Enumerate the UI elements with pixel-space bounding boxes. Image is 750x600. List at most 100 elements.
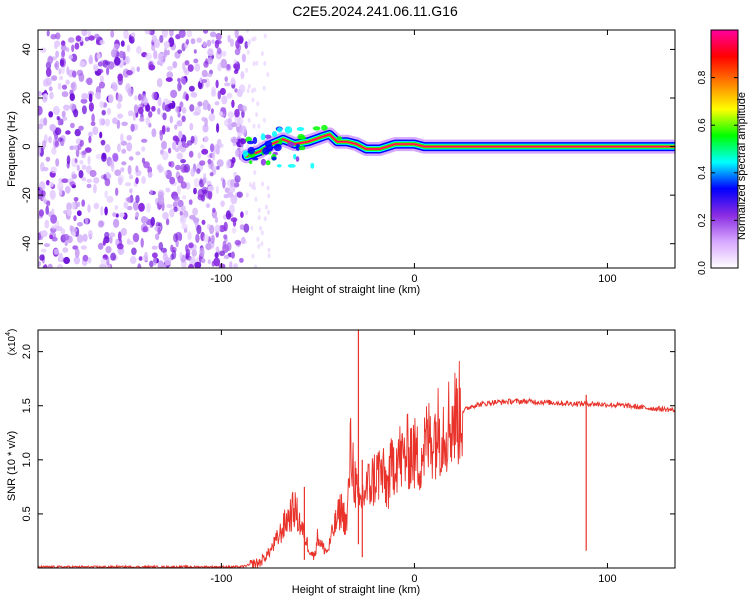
noise-speck bbox=[86, 77, 93, 86]
trace-blob bbox=[321, 124, 328, 131]
noise-speck bbox=[55, 50, 59, 58]
noise-speck bbox=[202, 106, 208, 111]
noise-speck bbox=[192, 111, 200, 116]
spectrogram-panel: -100 0 100 -40 -20 0 20 40 Height of straight … bbox=[6, 29, 676, 296]
noise-speck bbox=[127, 165, 132, 175]
noise-speck bbox=[222, 240, 227, 249]
colorbar: 0.0 0.2 0.4 0.6 0.8 Normalized spectral ampl… bbox=[697, 29, 748, 275]
noise-speck bbox=[233, 63, 239, 69]
noise-speck bbox=[197, 152, 201, 159]
trace-blob bbox=[242, 150, 249, 157]
noise-speck bbox=[230, 251, 235, 259]
noise-speck bbox=[221, 95, 228, 105]
noise-speck bbox=[43, 117, 48, 126]
noise-speck bbox=[246, 144, 250, 150]
noise-speck bbox=[49, 189, 56, 200]
noise-speck bbox=[88, 35, 95, 41]
trace-blob bbox=[296, 127, 305, 131]
noise-speck bbox=[130, 123, 135, 132]
noise-speck bbox=[151, 105, 156, 112]
noise-speck bbox=[230, 217, 238, 223]
noise-speck bbox=[240, 211, 244, 218]
noise-speck bbox=[209, 172, 214, 177]
noise-speck bbox=[101, 118, 106, 126]
noise-speck bbox=[145, 104, 151, 112]
noise-speck bbox=[252, 123, 256, 129]
noise-speck bbox=[170, 244, 174, 253]
noise-speck bbox=[193, 177, 200, 188]
noise-speck bbox=[133, 104, 139, 114]
colorbar-gradient-bar bbox=[711, 30, 738, 268]
noise-speck bbox=[193, 244, 197, 251]
snr-multiplier-close: ) bbox=[7, 329, 18, 332]
noise-speck bbox=[51, 208, 55, 215]
noise-speck bbox=[139, 117, 145, 122]
noise-speck bbox=[70, 82, 76, 90]
noise-speck bbox=[262, 85, 266, 91]
noise-speck bbox=[262, 117, 266, 123]
noise-speck bbox=[215, 79, 219, 89]
spectrogram-trace bbox=[239, 124, 675, 169]
noise-speck bbox=[193, 187, 197, 195]
colorbar-ticks: 0.0 0.2 0.4 0.6 0.8 bbox=[697, 70, 738, 275]
noise-speck bbox=[129, 36, 135, 44]
noise-speck bbox=[125, 56, 131, 65]
noise-speck bbox=[99, 75, 104, 83]
noise-speck bbox=[256, 236, 260, 242]
noise-speck bbox=[141, 146, 146, 152]
noise-speck bbox=[200, 144, 205, 149]
noise-speck bbox=[73, 108, 79, 118]
noise-speck bbox=[248, 39, 252, 45]
noise-speck bbox=[242, 129, 247, 137]
noise-speck bbox=[110, 252, 116, 261]
noise-speck bbox=[226, 63, 231, 70]
noise-speck bbox=[182, 78, 187, 85]
noise-speck bbox=[173, 206, 178, 212]
noise-speck bbox=[234, 108, 240, 118]
noise-speck bbox=[100, 139, 106, 146]
noise-speck bbox=[173, 195, 180, 202]
noise-speck bbox=[253, 170, 257, 175]
noise-speck bbox=[135, 165, 139, 173]
noise-speck bbox=[99, 81, 105, 89]
noise-speck bbox=[211, 39, 215, 44]
noise-speck bbox=[160, 247, 167, 253]
noise-speck bbox=[76, 210, 82, 217]
noise-speck bbox=[38, 106, 43, 116]
noise-speck bbox=[75, 35, 82, 42]
noise-speck bbox=[50, 166, 57, 174]
noise-speck bbox=[177, 77, 181, 83]
noise-speck bbox=[204, 117, 208, 127]
y-tick-label: -20 bbox=[21, 187, 33, 203]
noise-speck bbox=[263, 216, 267, 222]
noise-speck bbox=[109, 159, 115, 168]
noise-speck bbox=[251, 88, 254, 94]
noise-speck bbox=[256, 101, 260, 107]
noise-speck bbox=[136, 66, 140, 72]
noise-speck bbox=[79, 60, 86, 68]
noise-speck bbox=[138, 256, 143, 261]
noise-speck bbox=[175, 164, 181, 171]
noise-speck bbox=[169, 115, 173, 124]
noise-speck bbox=[87, 155, 91, 165]
noise-speck bbox=[267, 193, 271, 199]
noise-speck bbox=[45, 77, 52, 86]
noise-speck bbox=[62, 247, 69, 253]
noise-speck bbox=[166, 127, 170, 132]
noise-speck bbox=[159, 35, 164, 43]
noise-speck bbox=[75, 148, 80, 158]
noise-speck bbox=[121, 121, 128, 127]
noise-speck bbox=[144, 30, 152, 35]
noise-speck bbox=[214, 101, 220, 106]
noise-speck bbox=[157, 260, 164, 268]
noise-speck bbox=[87, 257, 92, 264]
noise-speck bbox=[132, 111, 136, 122]
noise-speck bbox=[192, 207, 199, 216]
noise-speck bbox=[254, 264, 258, 268]
trace-blob bbox=[287, 141, 295, 147]
noise-speck bbox=[219, 250, 225, 257]
trace-blob bbox=[310, 162, 315, 169]
noise-speck bbox=[180, 214, 185, 223]
noise-speck bbox=[87, 204, 91, 213]
